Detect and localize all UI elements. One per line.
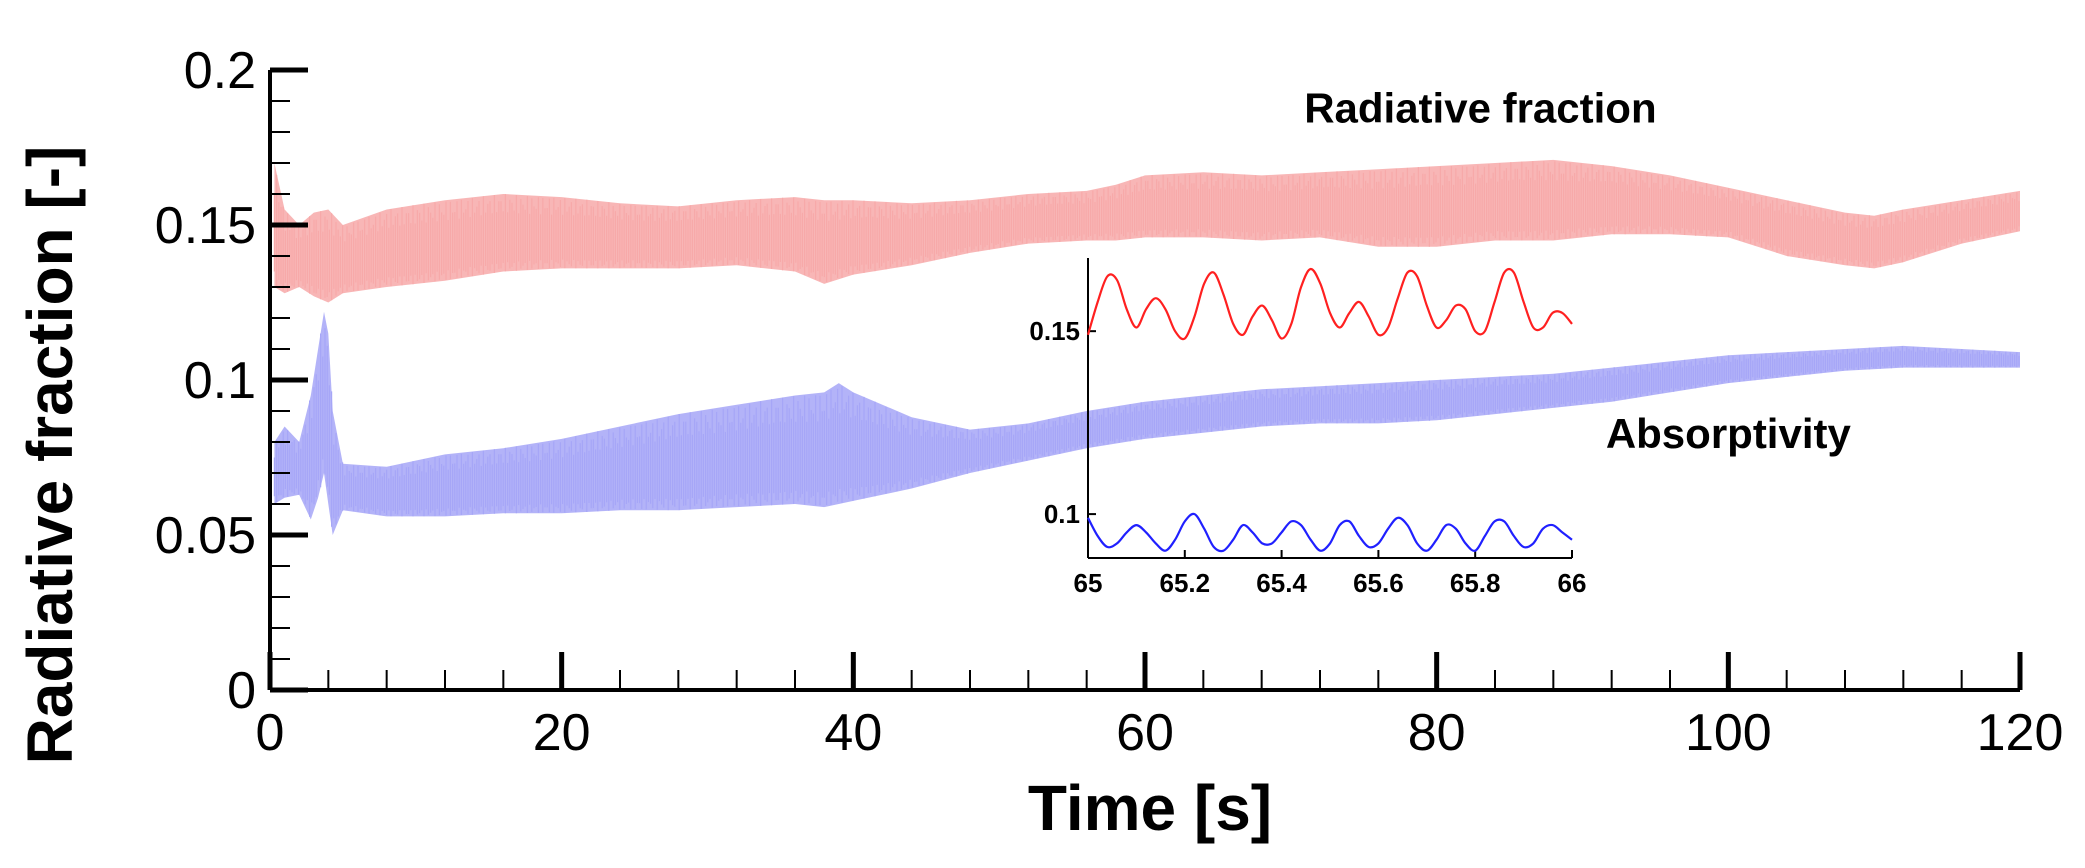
inset-x-tick-label-5: 66 <box>1558 568 1587 598</box>
x-tick-label-0: 0 <box>256 704 285 762</box>
y-axis-title: Radiative fraction [-] <box>14 146 86 765</box>
inset-x-tick-label-0: 65 <box>1074 568 1103 598</box>
inset-y-tick-label-1: 0.15 <box>1029 316 1080 346</box>
inset-x-tick-label-2: 65.4 <box>1256 568 1307 598</box>
series-texture-absorptivity <box>273 328 2020 527</box>
x-axis-title: Time [s] <box>1028 772 1272 844</box>
inset-x-tick-label-4: 65.8 <box>1450 568 1501 598</box>
x-tick-label-5: 100 <box>1685 704 1772 762</box>
y-tick-label-1: 0.05 <box>155 507 256 565</box>
series-band-absorptivity <box>274 311 2020 535</box>
inset-y-tick-label-0: 0.1 <box>1044 499 1080 529</box>
y-tick-label-3: 0.15 <box>155 197 256 255</box>
y-tick-label-0: 0 <box>227 662 256 720</box>
x-tick-label-3: 60 <box>1116 704 1174 762</box>
y-tick-label-2: 0.1 <box>184 352 256 410</box>
inset-x-tick-label-1: 65.2 <box>1159 568 1210 598</box>
annotation-absorptivity: Absorptivity <box>1606 410 1852 457</box>
x-tick-label-2: 40 <box>824 704 882 762</box>
x-tick-label-1: 20 <box>533 704 591 762</box>
y-tick-label-4: 0.2 <box>184 42 256 100</box>
inset-plot: 65 65.2 65.4 65.6 65.8 66 0.1 0.15 <box>1029 258 1586 598</box>
inset-x-tick-label-3: 65.6 <box>1353 568 1404 598</box>
main-plot-bands <box>273 159 2020 535</box>
series-texture-radiative-fraction <box>273 161 2020 301</box>
x-tick-label-6: 120 <box>1977 704 2064 762</box>
main-axes: 0 20 40 60 80 100 120 0 0.05 0.1 0.15 0.2 <box>155 42 2064 762</box>
annotation-radiative-fraction: Radiative fraction <box>1304 85 1656 132</box>
inset-line-absorptivity <box>1087 512 1573 553</box>
x-tick-label-4: 80 <box>1408 704 1466 762</box>
inset-line-radiative-fraction <box>1086 267 1573 341</box>
